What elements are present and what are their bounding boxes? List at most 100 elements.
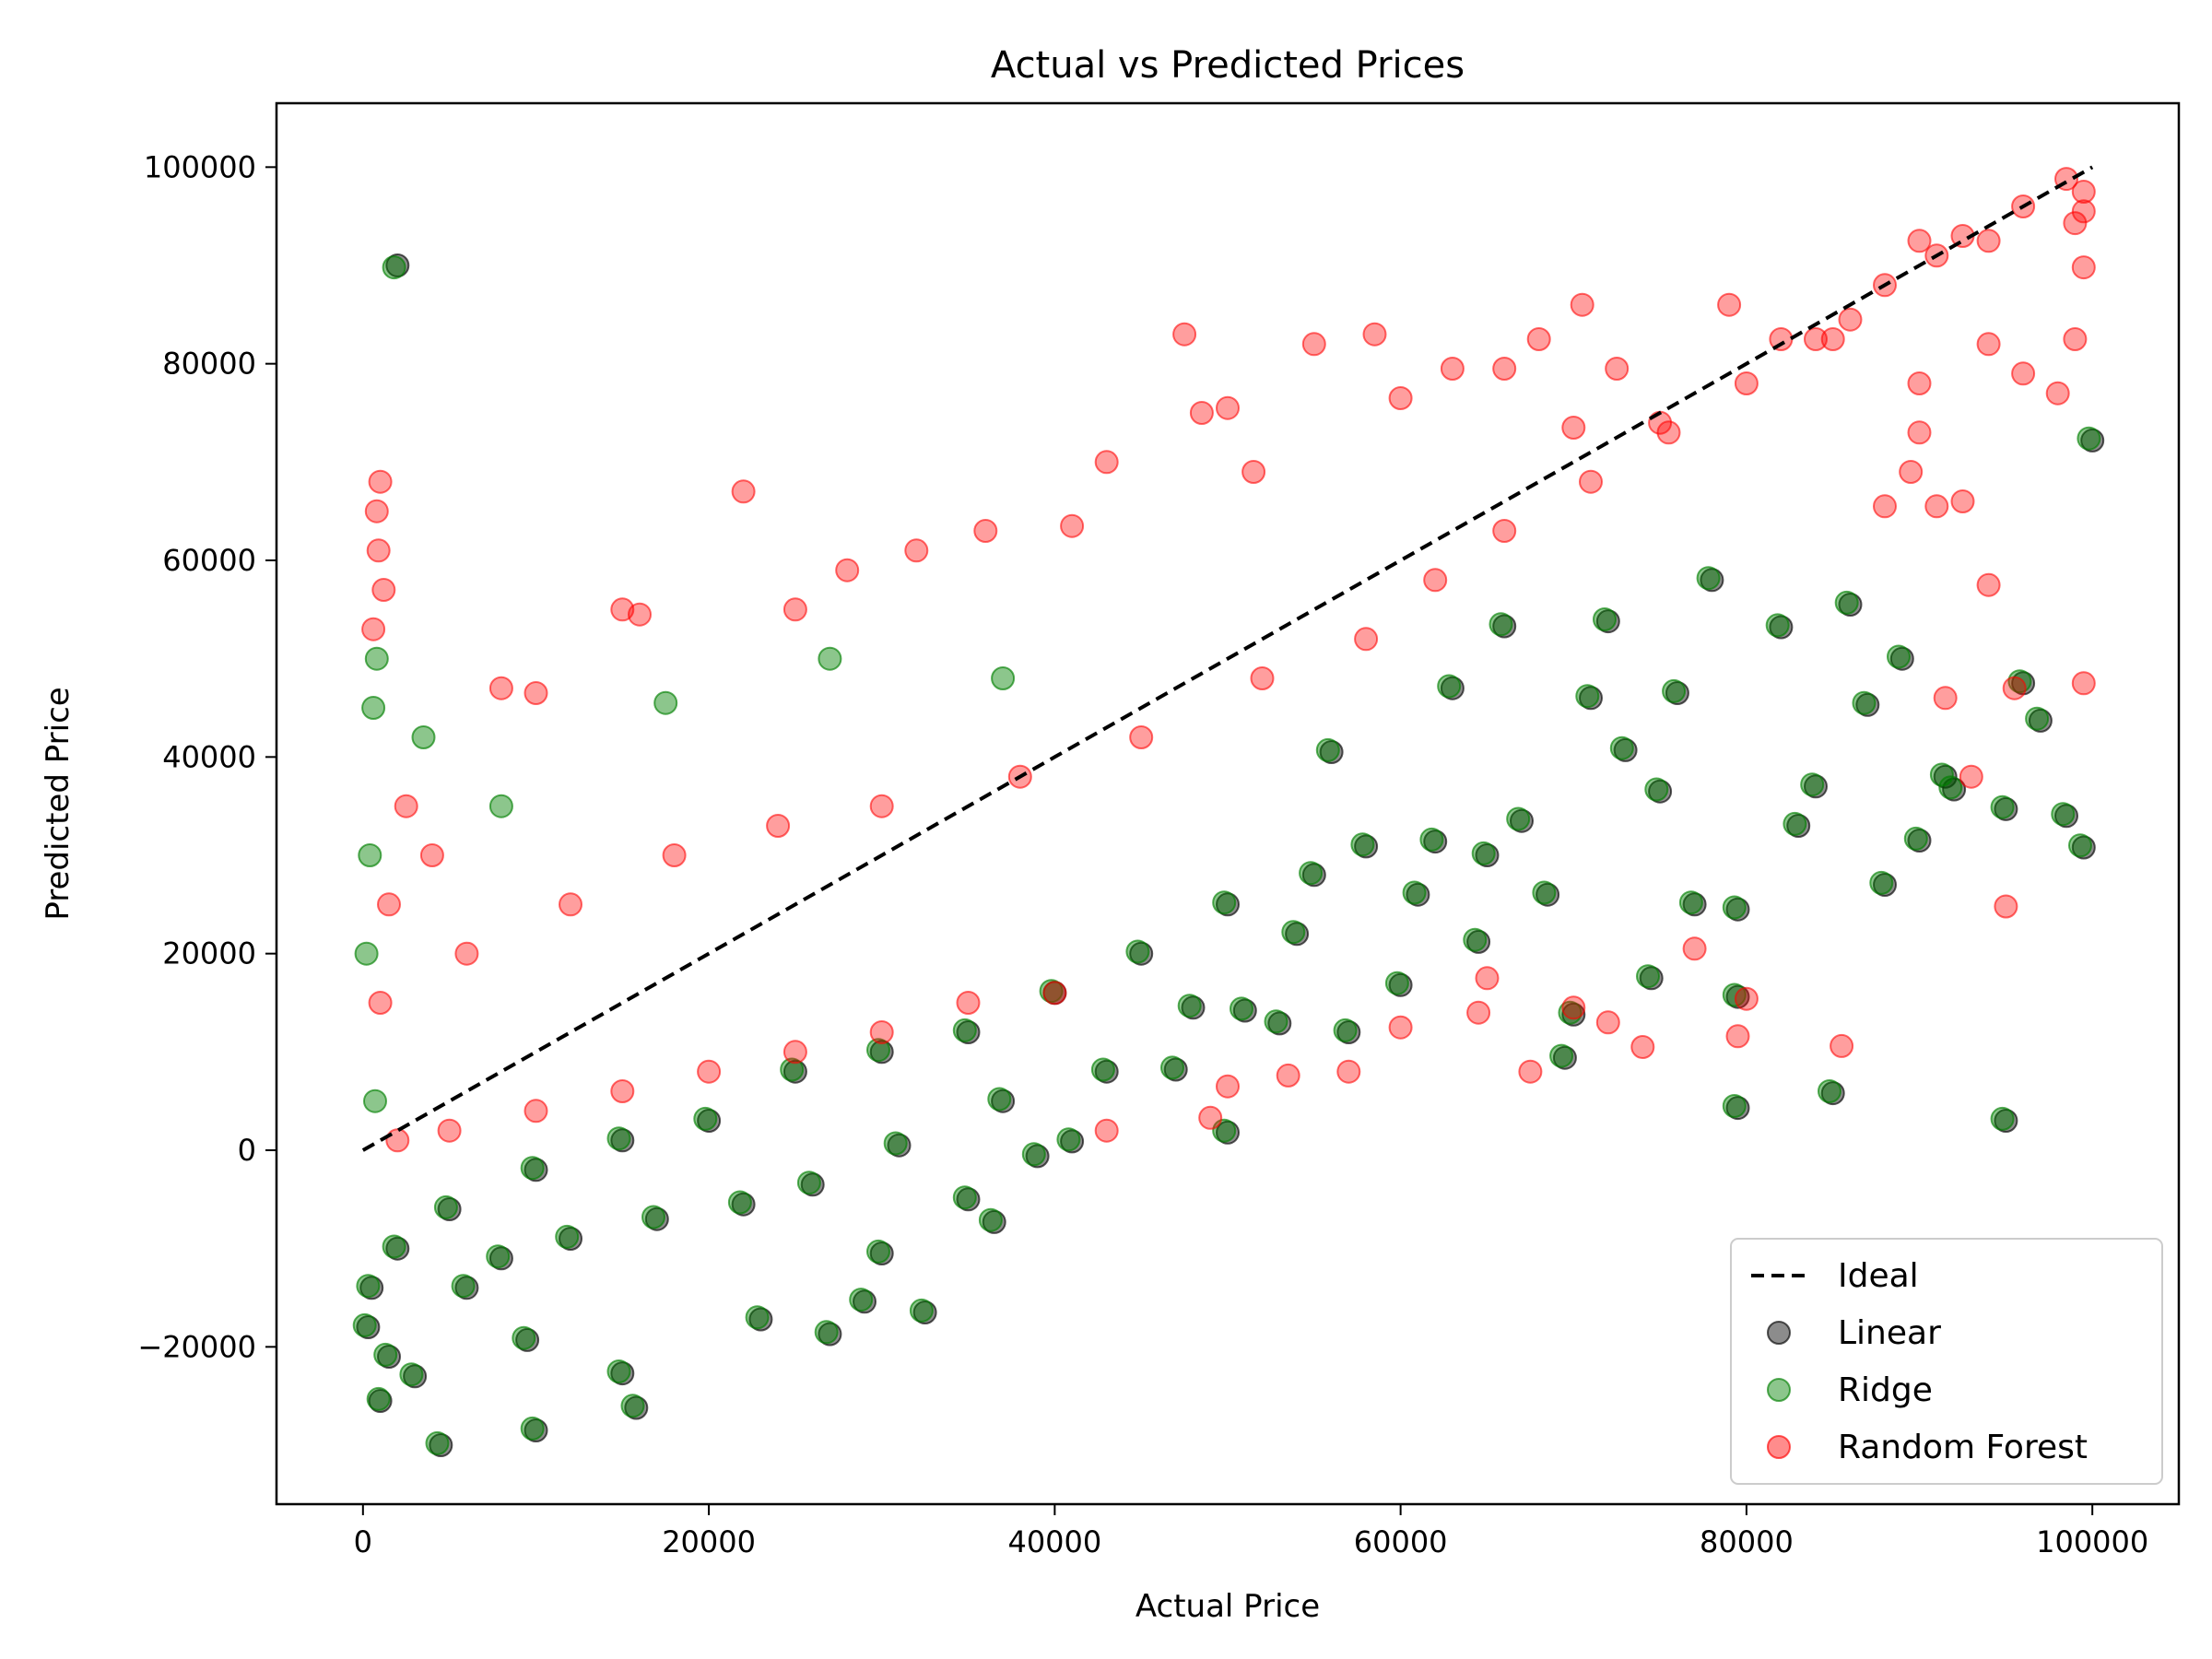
data-point xyxy=(454,941,479,966)
data-point xyxy=(512,1325,536,1350)
data-point xyxy=(1838,307,1863,332)
legend-box xyxy=(1730,1238,2163,1485)
data-point xyxy=(1362,322,1387,347)
data-point xyxy=(1907,229,1932,253)
data-point xyxy=(1630,1035,1655,1059)
data-point xyxy=(1276,1063,1300,1088)
data-point xyxy=(352,1312,377,1337)
y-tick-label: 60000 xyxy=(162,543,256,578)
data-point xyxy=(1950,489,1975,513)
data-point xyxy=(731,479,756,504)
legend-marker-ridge xyxy=(1767,1378,1791,1402)
x-axis-label: Actual Price xyxy=(1135,1588,1320,1625)
data-point xyxy=(1264,1009,1288,1034)
data-point xyxy=(796,1171,821,1195)
data-point xyxy=(1990,1106,2015,1131)
data-point xyxy=(2063,211,2088,236)
data-point xyxy=(1994,894,2018,919)
data-point xyxy=(385,1128,410,1153)
data-point xyxy=(1725,1024,1750,1049)
data-point xyxy=(559,892,582,917)
data-point xyxy=(2011,361,2036,386)
data-point xyxy=(606,1126,631,1151)
data-point xyxy=(1765,613,1790,638)
data-point xyxy=(628,602,652,627)
data-point xyxy=(1976,572,2001,597)
data-point xyxy=(1216,1074,1240,1099)
data-point xyxy=(488,676,513,700)
data-point xyxy=(883,1131,908,1156)
data-point xyxy=(1575,684,1600,709)
data-point xyxy=(835,558,860,582)
data-point xyxy=(1333,1018,1358,1042)
data-point xyxy=(368,469,393,494)
data-point xyxy=(1873,494,1897,519)
data-point xyxy=(1094,1118,1119,1143)
y-axis-label: Predicted Price xyxy=(40,687,76,920)
data-point xyxy=(956,991,981,1015)
data-point xyxy=(1903,826,1928,851)
data-point xyxy=(1830,1033,1854,1058)
data-point xyxy=(1682,936,1707,961)
legend-label-random-forest: Random Forest xyxy=(1838,1429,2088,1466)
data-point xyxy=(1281,920,1306,945)
data-point xyxy=(411,725,436,749)
legend-marker-linear xyxy=(1767,1321,1791,1345)
data-point xyxy=(1437,674,1462,699)
data-point xyxy=(1354,627,1379,652)
data-point xyxy=(520,1416,545,1441)
data-point xyxy=(1526,327,1551,351)
data-point xyxy=(1388,386,1413,410)
data-point xyxy=(1336,1059,1361,1084)
data-point xyxy=(1834,590,1859,615)
data-point xyxy=(1423,568,1448,593)
data-point xyxy=(1125,939,1150,964)
data-point xyxy=(1198,1105,1223,1130)
data-point xyxy=(2077,426,2101,451)
x-axis-ticks: 0 20000 40000 60000 80000 100000 xyxy=(354,1504,2148,1559)
data-point xyxy=(2063,327,2088,351)
data-point xyxy=(727,1190,752,1215)
data-point xyxy=(866,1239,890,1264)
data-point xyxy=(1696,566,1721,591)
data-point xyxy=(780,1057,805,1082)
data-point xyxy=(524,681,548,705)
legend-marker-random-forest xyxy=(1767,1435,1791,1459)
legend-label-linear: Linear xyxy=(1838,1314,1941,1352)
data-point xyxy=(1804,327,1828,351)
data-point xyxy=(2068,833,2092,858)
plot-frame xyxy=(275,101,2181,1506)
data-point xyxy=(620,1394,645,1418)
data-point xyxy=(2071,671,2096,696)
data-point xyxy=(399,1362,424,1387)
data-point xyxy=(2071,199,2096,224)
data-point xyxy=(766,814,791,838)
data-point xyxy=(1717,292,1742,317)
data-point xyxy=(1818,1079,1841,1103)
data-point xyxy=(433,1194,458,1219)
data-point xyxy=(697,1059,722,1084)
y-tick-label: 100000 xyxy=(144,149,256,184)
data-point xyxy=(973,519,998,543)
x-tick-label: 80000 xyxy=(1700,1524,1794,1559)
data-point xyxy=(1090,1057,1115,1082)
data-point xyxy=(555,1224,580,1249)
data-point xyxy=(1518,1059,1543,1084)
data-point xyxy=(1212,890,1237,915)
data-point xyxy=(363,1088,387,1113)
data-point xyxy=(1570,292,1594,317)
data-point xyxy=(869,1020,894,1044)
data-point xyxy=(1172,322,1197,347)
x-tick-label: 60000 xyxy=(1354,1524,1448,1559)
data-point xyxy=(1609,735,1634,760)
data-point xyxy=(1852,690,1877,715)
data-point xyxy=(1506,806,1531,831)
data-point xyxy=(1662,678,1687,703)
data-point xyxy=(1938,775,1963,800)
data-point xyxy=(524,1099,548,1124)
data-point xyxy=(693,1106,718,1131)
data-point xyxy=(1933,686,1958,711)
data-point xyxy=(364,646,389,671)
data-point xyxy=(1299,861,1324,886)
data-point xyxy=(1579,469,1603,494)
